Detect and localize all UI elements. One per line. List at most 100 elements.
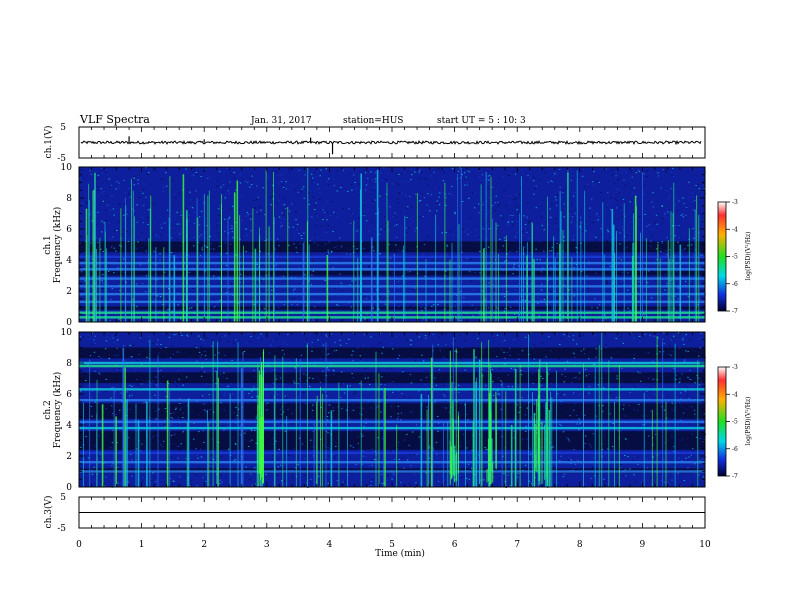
spectrogram-noise (526, 178, 528, 180)
spectrogram-noise (359, 180, 361, 182)
spectrogram-noise (441, 224, 443, 226)
spectrogram-noise (140, 484, 142, 486)
spectrogram-noise (535, 353, 537, 355)
spectrogram-noise (323, 416, 325, 418)
spectrogram-noise (378, 233, 381, 235)
spectrogram-noise (482, 339, 484, 341)
spectrogram-noise (389, 363, 391, 365)
spectrogram-noise (518, 358, 520, 360)
spectrogram-noise (294, 288, 296, 290)
spectrogram-noise (216, 220, 219, 222)
spectrogram-noise (167, 357, 169, 359)
spectrogram-noise (534, 280, 536, 282)
spectrogram-noise (396, 371, 399, 373)
spectrogram-noise (419, 194, 422, 196)
spectrogram-noise (516, 354, 518, 356)
spectrogram-noise (332, 231, 334, 232)
spectrogram-noise (420, 356, 422, 358)
spectrogram-noise (387, 359, 390, 361)
spectrogram-noise (551, 246, 553, 248)
spectrogram-noise (215, 437, 217, 439)
spectrogram-noise (95, 223, 97, 225)
spectrogram-noise (160, 344, 162, 345)
spectrogram-noise (520, 374, 523, 376)
spectrogram-noise (698, 474, 700, 476)
spectrogram-noise (185, 405, 187, 407)
spectrogram-noise (322, 219, 324, 221)
spectrogram-noise (271, 395, 273, 397)
spectrogram-noise (479, 272, 481, 274)
spectrogram-noise (507, 209, 509, 210)
spectrogram-noise (295, 271, 297, 273)
spectrogram-noise (662, 246, 664, 248)
spectrogram-noise (424, 275, 426, 277)
spectrogram-noise (331, 416, 334, 418)
spectrogram-noise (375, 231, 378, 233)
spectrogram-noise (571, 175, 573, 177)
spectrogram-noise (188, 206, 191, 208)
spectrogram-noise (364, 295, 366, 297)
spectrogram-noise (249, 212, 252, 214)
spectrogram-noise (294, 367, 296, 369)
spectrogram-noise (81, 202, 84, 204)
spectrogram-noise (170, 237, 172, 239)
spectrogram-noise (562, 192, 564, 194)
spectrogram-noise (177, 417, 179, 419)
spectrogram-noise (303, 232, 305, 234)
spectrogram-noise (621, 171, 623, 173)
spectrogram-noise (288, 226, 290, 228)
spectrogram-noise (564, 473, 566, 475)
spectrogram-noise (133, 253, 135, 254)
spectrogram-noise (506, 291, 508, 292)
spectrogram-noise (695, 416, 697, 418)
spectrogram-noise (125, 295, 128, 297)
spectrogram-noise (283, 197, 285, 199)
spectrogram-noise (497, 229, 499, 231)
spectrogram-noise (430, 175, 432, 177)
spectrogram-noise (391, 343, 393, 345)
spectrogram-noise (697, 377, 700, 379)
spectrogram-noise (562, 190, 565, 191)
spectrogram-noise (279, 220, 282, 222)
spectrogram-noise (162, 187, 165, 188)
spectrogram-noise (692, 450, 694, 451)
spectrogram-noise (85, 202, 88, 204)
spectrogram-noise (214, 354, 216, 356)
spectrogram-noise (472, 315, 474, 317)
spectrogram-noise (231, 227, 233, 229)
spectrogram-noise (331, 352, 333, 354)
spectrogram-noise (438, 336, 441, 338)
spectrogram-noise (427, 236, 429, 237)
spectrogram-noise (232, 169, 235, 171)
spectrogram-noise (618, 207, 620, 209)
spectrogram-noise (362, 455, 364, 457)
spectrogram-noise (671, 314, 673, 316)
spectrogram-noise (554, 332, 556, 334)
spectrogram-noise (397, 249, 400, 251)
spectrogram-band (79, 268, 705, 271)
spectrogram-noise (602, 405, 604, 406)
spectrogram-noise (287, 334, 289, 335)
spectrogram-noise (105, 171, 107, 173)
spectrogram-noise (228, 288, 231, 290)
spectrogram-noise (231, 359, 233, 361)
spectrogram-noise (577, 221, 579, 223)
spectrogram-noise (461, 174, 463, 175)
spectrogram-noise (327, 225, 330, 227)
spectrogram-noise (678, 200, 680, 202)
spectrogram-dark-band (79, 372, 705, 384)
spectrogram-noise (449, 424, 451, 426)
spectrogram-noise (403, 175, 405, 176)
spectrogram-noise (513, 264, 515, 266)
spectrogram-noise (605, 168, 607, 170)
spectrogram-noise (255, 464, 257, 466)
spectrogram-noise (691, 193, 693, 194)
spectrogram-noise (103, 205, 106, 207)
spectrogram-noise (604, 185, 606, 187)
spectrogram-noise (503, 424, 505, 426)
spectrogram-noise (602, 336, 605, 338)
spectrogram-noise (133, 184, 135, 186)
spectrogram-noise (107, 332, 109, 334)
spectrogram-noise (344, 307, 346, 309)
spectrogram-noise (200, 208, 203, 210)
